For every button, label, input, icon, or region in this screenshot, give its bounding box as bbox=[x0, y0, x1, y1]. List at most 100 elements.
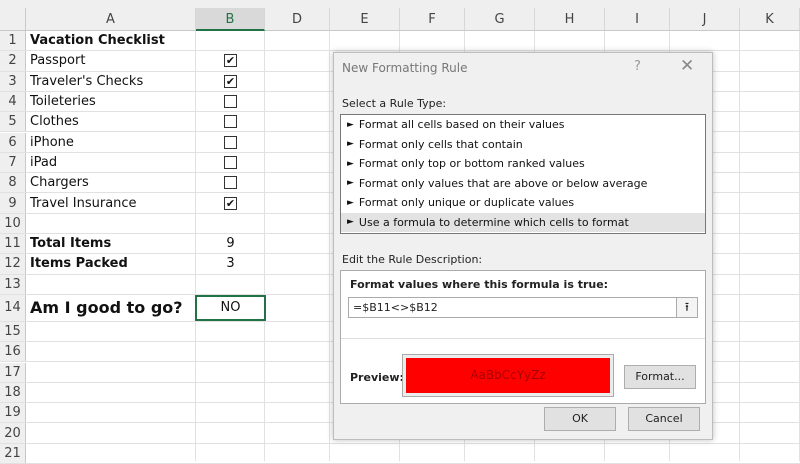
ok-button[interactable]: OK bbox=[544, 407, 616, 431]
help-button[interactable]: ? bbox=[634, 59, 641, 74]
checked-checkbox[interactable]: ✔ bbox=[224, 54, 237, 68]
gridline bbox=[195, 31, 196, 461]
unchecked-checkbox[interactable] bbox=[224, 115, 237, 129]
cell-a8[interactable]: Chargers bbox=[30, 175, 89, 191]
cell-b9[interactable]: ✔ bbox=[196, 193, 265, 212]
rule-type-item[interactable]: ► Format only values that are above or be… bbox=[341, 174, 705, 194]
row-header[interactable]: 1 bbox=[0, 31, 26, 51]
rule-type-item[interactable]: ► Format all cells based on their values bbox=[341, 115, 705, 135]
divider bbox=[341, 338, 705, 339]
rule-description-box: Format values where this formula is true… bbox=[340, 270, 706, 404]
row-header[interactable]: 14 bbox=[0, 294, 26, 321]
formula-value: =$B11<>$B12 bbox=[353, 301, 438, 314]
cell-a18[interactable] bbox=[26, 383, 196, 402]
cell-a4[interactable]: Toileteries bbox=[30, 94, 96, 110]
cell-b8[interactable] bbox=[196, 173, 265, 192]
close-icon[interactable]: ✕ bbox=[680, 56, 695, 76]
cell-a11[interactable]: Total Items bbox=[30, 236, 112, 252]
row-header[interactable]: 16 bbox=[0, 342, 26, 362]
cell-a6[interactable]: iPhone bbox=[30, 134, 74, 150]
unchecked-checkbox[interactable] bbox=[224, 176, 237, 190]
cancel-button[interactable]: Cancel bbox=[628, 407, 700, 431]
rule-type-label: Format all cells based on their values bbox=[358, 118, 565, 132]
select-rule-type-label: Select a Rule Type: bbox=[342, 97, 447, 110]
row-header[interactable]: 11 bbox=[0, 234, 26, 254]
row-header[interactable]: 9 bbox=[0, 193, 26, 213]
cell-b12[interactable]: 3 bbox=[226, 256, 235, 272]
row-header[interactable]: 17 bbox=[0, 362, 26, 382]
cell-a21[interactable] bbox=[26, 444, 196, 463]
cell-a15[interactable] bbox=[26, 322, 196, 341]
unchecked-checkbox[interactable] bbox=[224, 135, 237, 149]
cell-a14[interactable]: Am I good to go? bbox=[30, 298, 183, 318]
sheet-row: 20 bbox=[0, 423, 800, 444]
row-header[interactable]: 18 bbox=[0, 382, 26, 403]
cell-a10[interactable] bbox=[26, 214, 196, 233]
rule-type-list[interactable]: ► Format all cells based on their values ►… bbox=[340, 114, 706, 234]
row-header[interactable]: 2 bbox=[0, 51, 26, 71]
cell-a5[interactable]: Clothes bbox=[30, 114, 79, 130]
format-button[interactable]: Format... bbox=[624, 365, 696, 389]
cell-a1[interactable]: Vacation Checklist bbox=[30, 33, 165, 49]
column-header-k[interactable]: K bbox=[740, 8, 800, 31]
cell-b11[interactable]: 9 bbox=[226, 236, 235, 252]
cell-a16[interactable] bbox=[26, 342, 196, 361]
row-header[interactable]: 8 bbox=[0, 173, 26, 193]
cell-a19[interactable] bbox=[26, 403, 196, 422]
rule-type-item[interactable]: ► Format only unique or duplicate values bbox=[341, 193, 705, 213]
unchecked-checkbox[interactable] bbox=[224, 95, 237, 109]
cell-b14[interactable]: NO bbox=[195, 294, 266, 321]
row-header[interactable]: 20 bbox=[0, 423, 26, 443]
column-header-d[interactable]: D bbox=[265, 8, 330, 31]
column-header-i[interactable]: I bbox=[605, 8, 670, 31]
preview-label: Preview: bbox=[350, 371, 404, 384]
gridline bbox=[329, 31, 330, 461]
column-header-b[interactable]: B bbox=[196, 8, 265, 31]
rule-type-label: Format only cells that contain bbox=[358, 137, 523, 151]
row-header[interactable]: 21 bbox=[0, 443, 26, 463]
cell-a13[interactable] bbox=[26, 275, 196, 294]
cell-b2[interactable]: ✔ bbox=[196, 51, 265, 70]
row-header[interactable]: 12 bbox=[0, 254, 26, 274]
cell-b3[interactable]: ✔ bbox=[196, 72, 265, 91]
column-header-h[interactable]: H bbox=[535, 8, 605, 31]
row-header[interactable]: 6 bbox=[0, 132, 26, 152]
column-header-a[interactable]: A bbox=[26, 8, 196, 31]
gridline bbox=[264, 31, 265, 461]
checked-checkbox[interactable]: ✔ bbox=[224, 74, 237, 88]
cell-b7[interactable] bbox=[196, 153, 265, 172]
cell-a9[interactable]: Travel Insurance bbox=[30, 195, 137, 211]
toolbar-strip bbox=[0, 0, 800, 8]
row-header[interactable]: 10 bbox=[0, 213, 26, 233]
rule-type-item[interactable]: ► Use a formula to determine which cells … bbox=[341, 212, 705, 232]
row-header[interactable]: 13 bbox=[0, 274, 26, 294]
cell-a12[interactable]: Items Packed bbox=[30, 256, 128, 272]
unchecked-checkbox[interactable] bbox=[224, 155, 237, 169]
column-header-e[interactable]: E bbox=[330, 8, 400, 31]
cell-a7[interactable]: iPad bbox=[30, 154, 58, 170]
cell-a2[interactable]: Passport bbox=[30, 53, 86, 69]
rule-type-item[interactable]: ► Format only cells that contain bbox=[341, 135, 705, 155]
cell-b5[interactable] bbox=[196, 112, 265, 131]
cell-b4[interactable] bbox=[196, 92, 265, 111]
row-header[interactable]: 19 bbox=[0, 403, 26, 423]
column-header-f[interactable]: F bbox=[400, 8, 465, 31]
column-header-g[interactable]: G bbox=[465, 8, 535, 31]
cell-a20[interactable] bbox=[26, 423, 196, 442]
cell-a3[interactable]: Traveler's Checks bbox=[30, 73, 144, 89]
column-header-j[interactable]: J bbox=[670, 8, 740, 31]
row-header[interactable]: 4 bbox=[0, 91, 26, 112]
cell-b6[interactable] bbox=[196, 133, 265, 152]
row-header[interactable]: 5 bbox=[0, 112, 26, 132]
formula-input[interactable]: =$B11<>$B12 ⭱ bbox=[348, 297, 698, 318]
arrow-right-icon: ► bbox=[347, 158, 354, 169]
row-header[interactable]: 7 bbox=[0, 152, 26, 173]
cell-a17[interactable] bbox=[26, 363, 196, 382]
collapse-dialog-icon[interactable]: ⭱ bbox=[676, 298, 697, 317]
row-header[interactable]: 3 bbox=[0, 71, 26, 91]
checked-checkbox[interactable]: ✔ bbox=[224, 196, 237, 210]
rule-type-label: Format only top or bottom ranked values bbox=[358, 157, 585, 171]
select-all-corner[interactable] bbox=[0, 8, 26, 31]
rule-type-item[interactable]: ► Format only top or bottom ranked values bbox=[341, 154, 705, 174]
row-header[interactable]: 15 bbox=[0, 321, 26, 342]
